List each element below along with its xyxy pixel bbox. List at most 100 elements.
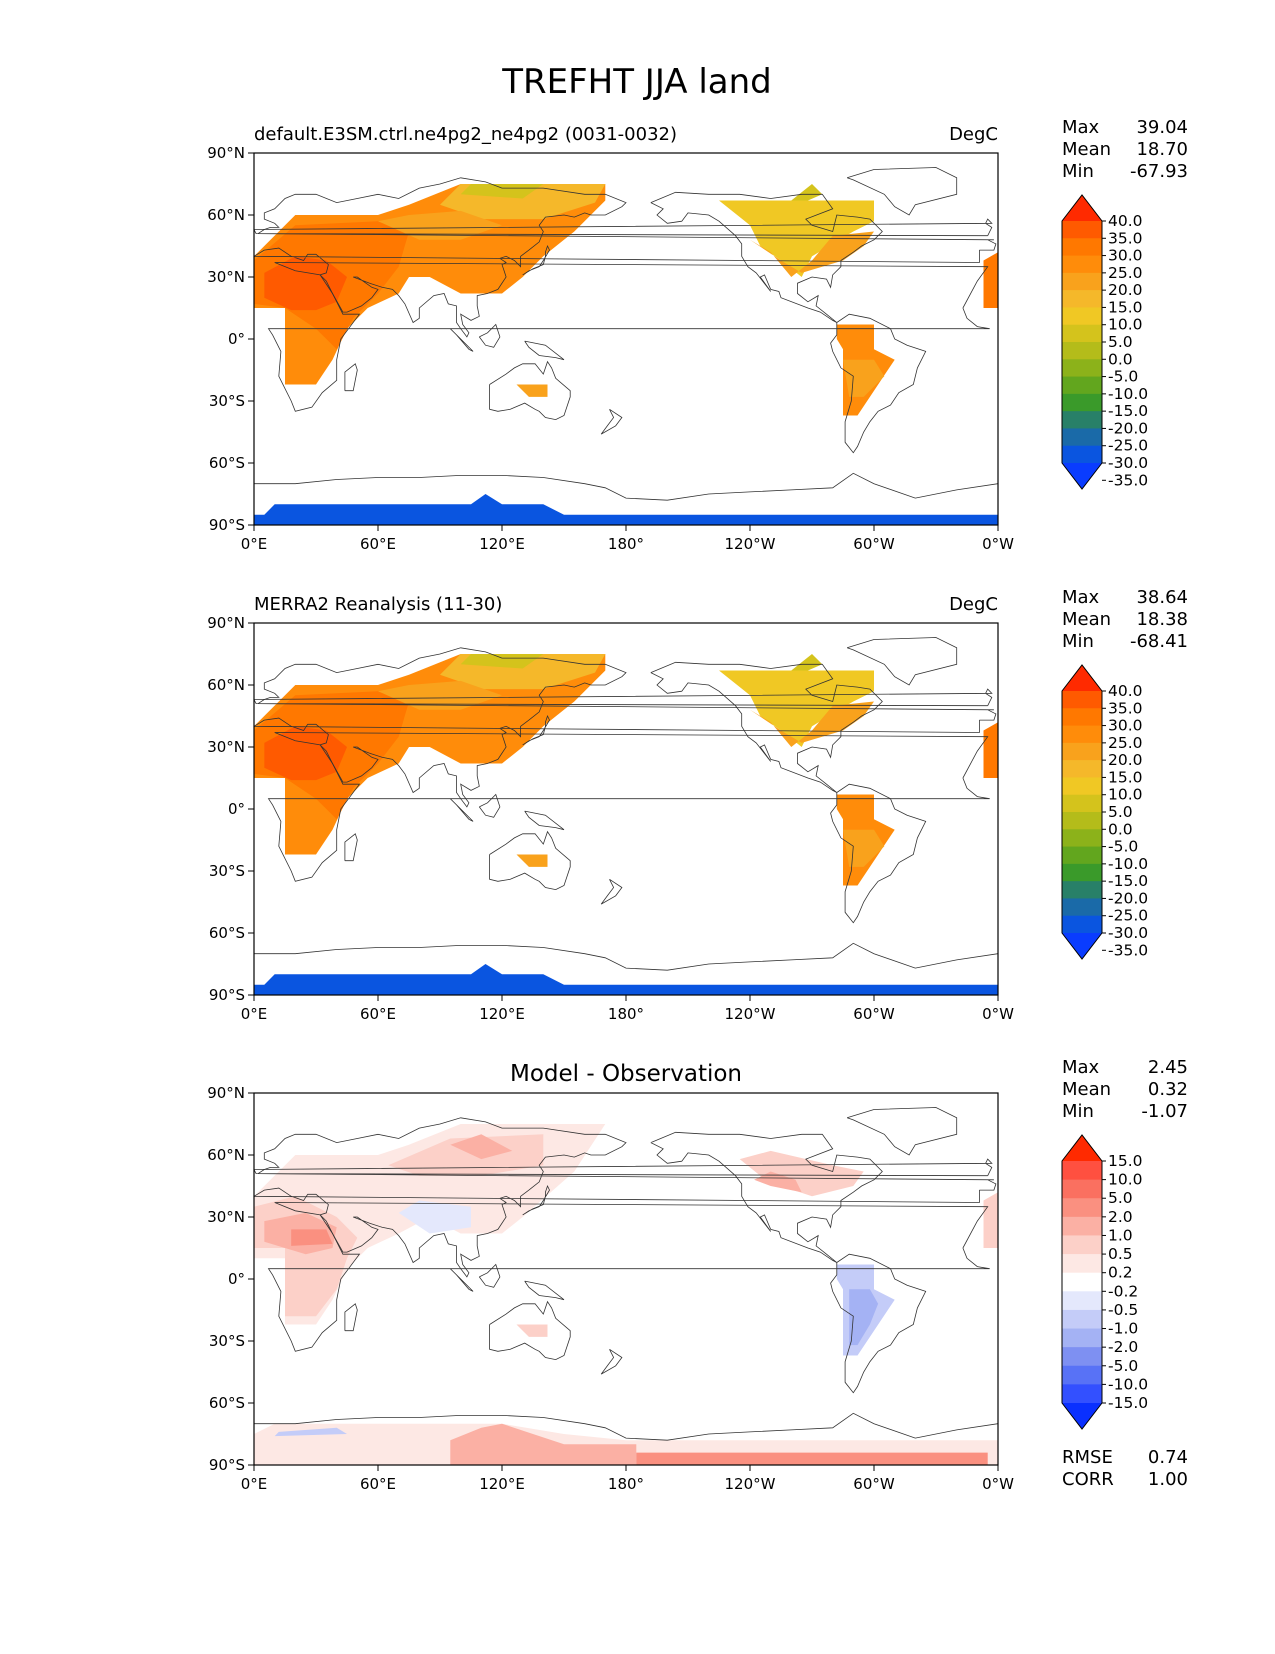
stat-label: Mean xyxy=(1062,139,1111,160)
map-frame xyxy=(253,152,999,526)
extra-stat-value: 0.74 xyxy=(1148,1447,1188,1468)
field-region xyxy=(291,1229,333,1246)
coastline xyxy=(254,177,997,338)
colorbar-tick-label: 15.0 xyxy=(1108,1152,1143,1170)
colorbar-tick-label: 40.0 xyxy=(1108,682,1143,700)
lat-label: 30°S xyxy=(209,392,245,410)
field-region xyxy=(739,1150,864,1197)
colorbar-extend-max xyxy=(1062,1135,1102,1161)
lon-label: 60°E xyxy=(360,535,396,553)
lon-label: 0°E xyxy=(241,1005,268,1023)
colorbar-tick-label: -10.0 xyxy=(1108,385,1148,403)
lon-label: 60°E xyxy=(360,1005,396,1023)
field-region xyxy=(460,184,544,199)
field-region xyxy=(254,494,998,525)
lat-label: 30°N xyxy=(207,1208,245,1226)
colorbar-tick-label: 0.5 xyxy=(1108,1245,1133,1263)
coastline xyxy=(254,472,998,501)
lon-label: 120°W xyxy=(725,1475,776,1493)
stat-value: 0.32 xyxy=(1148,1079,1188,1100)
coastlines xyxy=(254,1107,998,1441)
coastline xyxy=(846,1107,958,1156)
coastline xyxy=(254,1412,998,1441)
field-region xyxy=(750,231,874,277)
coastline xyxy=(254,942,998,971)
coastline xyxy=(344,363,358,392)
colorbar-swatch xyxy=(1062,1384,1102,1404)
lon-label: 120°W xyxy=(725,1005,776,1023)
field-region xyxy=(843,829,885,867)
lat-label: 60°S xyxy=(209,454,245,472)
colorbar-swatch xyxy=(1062,881,1102,900)
lon-label: 120°E xyxy=(479,1475,525,1493)
lon-label: 120°E xyxy=(479,535,525,553)
coastlines xyxy=(254,637,998,971)
figure-title: TREFHT JJA land xyxy=(501,62,772,102)
lat-label: 30°N xyxy=(207,268,245,286)
lon-label: 60°W xyxy=(853,1475,895,1493)
colorbar-tick-label: 25.0 xyxy=(1108,734,1143,752)
stat-value: 39.04 xyxy=(1136,117,1188,138)
colorbar-tick-label: -25.0 xyxy=(1108,437,1148,455)
colorbar-tick-label: -10.0 xyxy=(1108,855,1148,873)
lon-label: 180° xyxy=(608,1005,644,1023)
panel-diff: 90°N 60°N 30°N 0° 30°S 60°S 90°S0°E 60°E 120°E 18… xyxy=(207,1057,1188,1493)
colorbar-tick-label: 15.0 xyxy=(1108,768,1143,786)
colorbar-extend-max xyxy=(1062,195,1102,221)
field-region xyxy=(264,256,347,311)
extra-stat-value: 1.00 xyxy=(1148,1469,1188,1490)
stat-label: Min xyxy=(1062,161,1094,182)
field-region xyxy=(516,1324,548,1337)
colorbar-swatch xyxy=(1062,1254,1102,1274)
field-region xyxy=(264,726,347,781)
coastline xyxy=(830,783,927,924)
field-region xyxy=(388,1134,544,1176)
field-region xyxy=(450,1423,637,1465)
field-region xyxy=(516,384,548,397)
coastline xyxy=(650,191,883,323)
lat-label: 60°S xyxy=(209,1394,245,1412)
field-region xyxy=(843,359,885,397)
stat-value: 18.70 xyxy=(1136,139,1188,160)
colorbar-swatch xyxy=(1062,1309,1102,1330)
colorbar-swatch xyxy=(1062,445,1102,464)
colorbar-swatch xyxy=(1062,863,1102,882)
colorbar-tick-label: 5.0 xyxy=(1108,1189,1133,1207)
lon-label: 120°E xyxy=(479,1005,525,1023)
coastline xyxy=(267,732,990,882)
coastline xyxy=(846,167,958,216)
lon-label: 60°E xyxy=(360,1475,396,1493)
lat-label: 30°S xyxy=(209,1332,245,1350)
stat-value: 2.45 xyxy=(1148,1057,1188,1078)
colorbar-tick-label: -30.0 xyxy=(1108,454,1148,472)
colorbar-swatch xyxy=(1062,846,1102,865)
colorbar-tick-label: 20.0 xyxy=(1108,751,1143,769)
colorbar-tick-label: -5.0 xyxy=(1108,1357,1138,1375)
colorbar-swatch xyxy=(1062,324,1102,343)
colorbar-tick-label: 10.0 xyxy=(1108,316,1143,334)
colorbar: 15.010.05.02.01.00.50.2-0.2-0.5-1.0-2.0-… xyxy=(1061,1134,1148,1430)
colorbar-tick-label: -1.0 xyxy=(1108,1320,1138,1338)
field-region xyxy=(378,210,502,240)
colorbar-tick-label: 30.0 xyxy=(1108,247,1143,265)
coastline xyxy=(450,1268,474,1292)
colorbar-tick-label: 5.0 xyxy=(1108,333,1133,351)
lat-label: 0° xyxy=(228,330,245,348)
colorbar-tick-label: 40.0 xyxy=(1108,212,1143,230)
colorbar-tick-label: -0.2 xyxy=(1108,1282,1138,1300)
colorbar-tick-label: 5.0 xyxy=(1108,803,1133,821)
colorbar-swatch xyxy=(1062,1272,1102,1292)
colorbar-swatch xyxy=(1062,255,1102,274)
lat-label: 90°S xyxy=(209,986,245,1004)
field-region xyxy=(398,1200,471,1234)
stat-label: Mean xyxy=(1062,609,1111,630)
colorbar-swatch xyxy=(1062,725,1102,744)
field-region xyxy=(450,1134,513,1160)
colorbar-tick-label: -30.0 xyxy=(1108,924,1148,942)
colorbar-tick-label: 10.0 xyxy=(1108,786,1143,804)
coastline xyxy=(254,647,997,808)
colorbar-tick-label: 35.0 xyxy=(1108,699,1143,717)
lat-label: 90°N xyxy=(207,1084,245,1102)
panel-model: 90°N 60°N 30°N 0° 30°S 60°S 90°S0°E 60°E 120°E 18… xyxy=(207,117,1188,553)
